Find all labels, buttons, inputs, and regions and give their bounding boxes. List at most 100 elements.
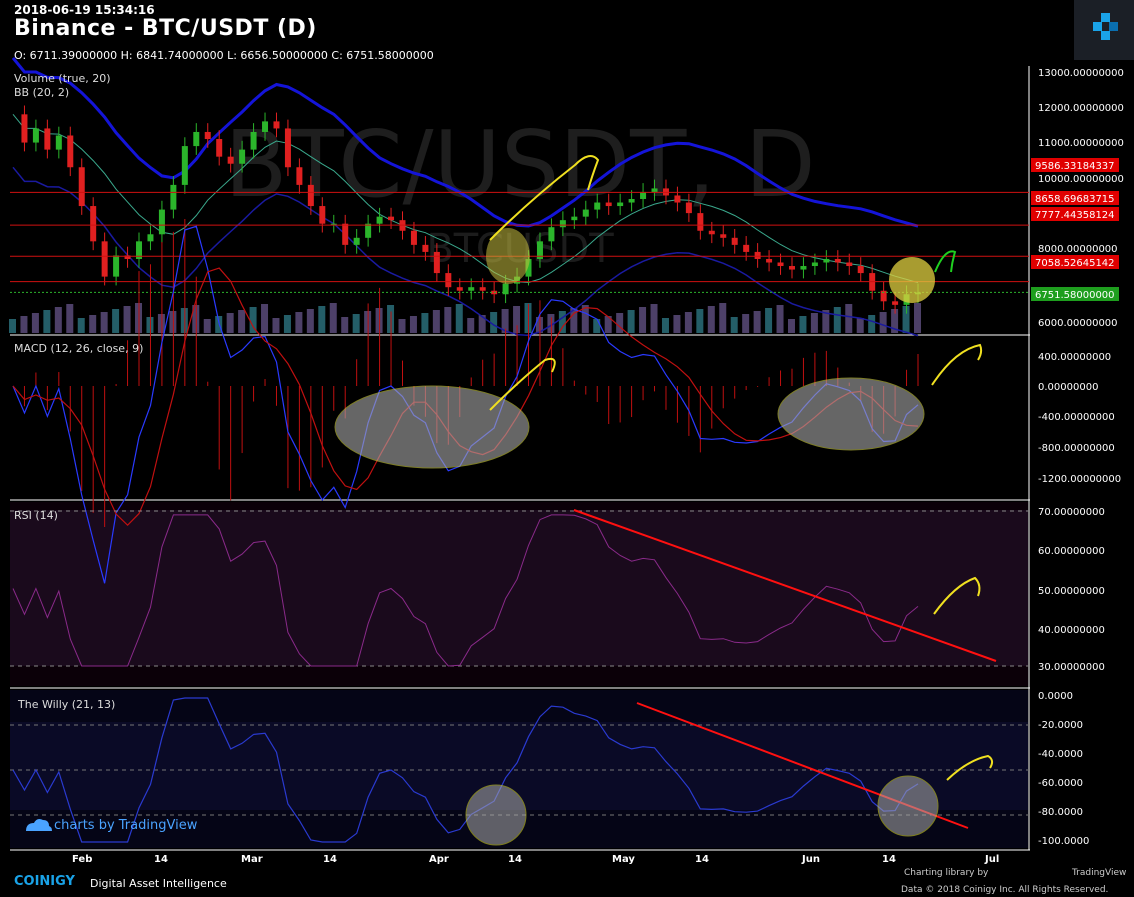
candle-body (617, 202, 624, 207)
rsi-ytick: 60.00000000 (1038, 546, 1105, 557)
volume-bar (20, 316, 28, 333)
volume-bar (31, 313, 39, 333)
candle-body (892, 301, 899, 305)
rsi-line (12, 514, 919, 667)
volume-bar (856, 318, 864, 333)
price-yaxis: 13000.00000000 12000.00000000 11000.0000… (1038, 68, 1124, 329)
candle-body (754, 251, 761, 259)
coinigy-logo[interactable]: COINIGY (14, 874, 75, 889)
willy-layer (10, 697, 1029, 843)
xtick: May (612, 854, 635, 865)
candle-body (204, 131, 211, 140)
level-labels: 9586.33184337 8658.69683715 7777.4435812… (1031, 158, 1119, 301)
candle-body (456, 287, 463, 291)
volume-bar (753, 311, 761, 333)
candle-body (55, 135, 62, 150)
volume-bar (478, 315, 486, 333)
level-label: 7777.44358124 (1035, 210, 1115, 221)
coinigy-badge[interactable] (1074, 0, 1134, 60)
price-ytick: 8000.00000000 (1038, 244, 1118, 255)
candle-body (720, 234, 727, 238)
candle-body (605, 202, 612, 207)
xtick: 14 (882, 854, 896, 865)
highlight-ellipse (465, 784, 527, 846)
volume-bar (306, 309, 314, 333)
candle-body (67, 135, 74, 168)
trend-arrow-up (934, 250, 957, 273)
volume-bar (283, 315, 291, 333)
volume-bar (112, 309, 120, 333)
tradingview-link[interactable]: TradingView (1072, 868, 1127, 878)
candle-body (708, 230, 715, 235)
volume-bar (203, 319, 211, 333)
volume-bar (455, 304, 463, 333)
candle-body (800, 266, 807, 270)
page-title: Binance - BTC/USDT (D) (14, 16, 317, 41)
trend-arrow-up (931, 343, 983, 386)
candle-body (239, 149, 246, 164)
tradingview-cloud-icon[interactable] (26, 819, 52, 831)
candle-body (181, 146, 188, 185)
candle-body (32, 128, 39, 143)
candle-body (479, 287, 486, 291)
volume-bar (501, 309, 509, 333)
volume-bar (100, 312, 108, 333)
candle-body (743, 244, 750, 252)
volume-bar (318, 306, 326, 333)
xtick: Feb (72, 854, 92, 865)
candle-body (158, 209, 165, 235)
candle-body (124, 255, 131, 259)
volume-bar (9, 319, 16, 333)
candle-body (445, 273, 452, 288)
candle-body (777, 262, 784, 267)
volume-bar (891, 309, 899, 333)
candle-body (78, 167, 85, 207)
candle-body (353, 237, 360, 245)
volume-bar (249, 307, 257, 333)
candle-body (502, 283, 509, 295)
candle-body (376, 216, 383, 224)
candle-body (101, 241, 108, 277)
volume-bar (776, 305, 784, 333)
candle-body (147, 234, 154, 242)
level-label: 9586.33184337 (1035, 161, 1115, 172)
willy-ytick: -20.0000 (1038, 720, 1083, 731)
timestamp: 2018-06-19 15:34:16 (14, 3, 155, 17)
highlight-ellipse (334, 385, 530, 469)
volume-bar (570, 308, 578, 333)
xtick: Apr (429, 854, 449, 865)
candle-body (697, 213, 704, 231)
xtick: Jun (801, 854, 820, 865)
footer-tagline: Digital Asset Intelligence (90, 877, 227, 890)
price-ytick: 12000.00000000 (1038, 103, 1124, 114)
candle-body (880, 290, 887, 302)
candle-body (422, 244, 429, 252)
volume-bar (868, 315, 876, 333)
volume-bar (650, 304, 658, 333)
candle-body (136, 241, 143, 259)
candle-body (44, 128, 51, 150)
trend-arrow-up (946, 754, 994, 781)
rsi-ytick: 40.00000000 (1038, 625, 1105, 636)
volume-bar (902, 306, 910, 333)
volume-bar (684, 312, 692, 333)
volume-bar (914, 303, 921, 333)
willy-ytick: -40.0000 (1038, 749, 1083, 760)
candle-body (628, 199, 635, 203)
bb-upper-line (11, 56, 919, 228)
volume-bar (123, 306, 131, 333)
price-panel (10, 66, 1028, 334)
volume-bar (799, 316, 807, 333)
tradingview-watermark[interactable]: charts by TradingView (54, 818, 198, 833)
candle-body (640, 191, 647, 199)
macd-yaxis: 400.00000000 0.00000000 -400.00000000 -8… (1038, 352, 1121, 485)
candle-body (319, 206, 326, 224)
volume-bar (661, 318, 669, 333)
price-ytick: 11000.00000000 (1038, 138, 1124, 149)
xtick: Mar (241, 854, 263, 865)
candle-body (342, 223, 349, 245)
trend-arrow-up (489, 155, 600, 241)
volume-bar (432, 310, 440, 333)
willy-label: The Willy (21, 13) (17, 698, 115, 711)
